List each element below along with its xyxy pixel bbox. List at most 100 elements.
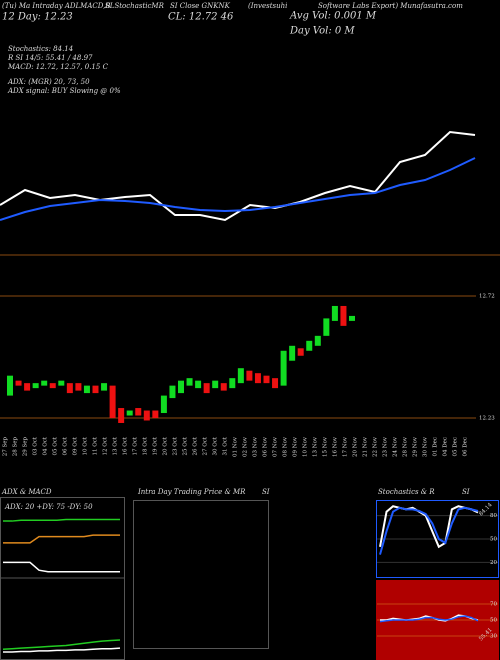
candle <box>229 378 236 389</box>
stoch-line <box>379 506 479 555</box>
candle <box>58 380 65 386</box>
candle <box>160 395 167 414</box>
date-label: 29 Nov <box>413 436 419 457</box>
panel-title: SI <box>262 488 270 496</box>
date-label: 16 Nov <box>333 436 339 457</box>
candle <box>237 368 244 384</box>
date-label: 20 Nov <box>353 436 359 457</box>
candle <box>280 350 287 386</box>
date-label: 17 Oct <box>133 436 139 455</box>
panel-title: Stochastics & R <box>378 488 435 496</box>
candle <box>306 340 313 351</box>
header-text: SLStochasticMR <box>105 2 165 10</box>
stoch-line <box>379 505 479 549</box>
candle <box>169 385 176 399</box>
date-label: 29 Sep <box>23 437 29 457</box>
date-label: 06 Dec <box>463 437 469 457</box>
date-label: 06 Nov <box>263 436 269 457</box>
candle <box>272 378 279 389</box>
y-tick-label: 50 <box>490 618 497 624</box>
date-label: 28 Nov <box>403 436 409 457</box>
rsi-line <box>380 614 479 622</box>
date-label: 28 Sep <box>13 437 19 457</box>
adx-stat: ADX: (MGR) 20, 73, 50 <box>7 78 90 86</box>
date-label: 19 Oct <box>153 436 159 455</box>
header-text: (Investsuhi <box>248 2 287 10</box>
date-label: 12 Oct <box>103 436 109 455</box>
candle <box>195 380 202 389</box>
panel-title: ADX & MACD <box>1 488 52 496</box>
date-label: 05 Oct <box>53 436 59 455</box>
candle <box>340 305 347 326</box>
candle <box>109 385 116 418</box>
candle <box>263 375 270 384</box>
day-vol: Day Vol: 0 M <box>289 26 355 37</box>
candle <box>118 408 125 423</box>
candle <box>289 345 296 361</box>
date-label: 11 Oct <box>93 436 99 455</box>
rsi-line <box>379 615 479 623</box>
adx-label: ADX: 20 +DY: 75 -DY: 50 <box>4 503 93 511</box>
header-text: SI Close GNKNK <box>170 2 231 10</box>
date-label: 07 Nov <box>273 436 279 457</box>
level-label: 12.23 <box>479 416 495 422</box>
date-label: 13 Oct <box>113 436 119 455</box>
stat: Stochastics: 84.14 <box>8 45 73 53</box>
candle <box>331 305 338 321</box>
candle <box>152 410 159 418</box>
day-range: 12 Day: 12.23 <box>2 12 73 23</box>
candle <box>349 315 355 321</box>
candle <box>49 383 56 389</box>
date-label: 01 Dec <box>433 437 439 457</box>
date-label: 09 Nov <box>293 436 299 457</box>
date-label: 02 Nov <box>243 436 249 457</box>
date-label: 25 Oct <box>183 436 189 455</box>
candle <box>75 383 82 391</box>
date-label: 18 Oct <box>143 436 149 455</box>
candle <box>41 380 48 386</box>
date-label: 23 Oct <box>173 436 179 455</box>
candle <box>83 385 90 394</box>
adx-line <box>3 518 120 522</box>
y-tick-label: 20 <box>490 560 497 566</box>
candle <box>186 378 193 386</box>
date-label: 16 Oct <box>123 436 129 455</box>
date-label: 06 Oct <box>63 436 69 455</box>
header-text: (Tu) Ma Intraday ADLMACD,B <box>2 2 111 10</box>
candle <box>126 410 133 416</box>
stat: MACD: 12.72, 12.57, 0.15 C <box>7 63 109 71</box>
date-label: 13 Nov <box>313 436 319 457</box>
date-label: 27 Oct <box>203 436 209 455</box>
date-label: 21 Nov <box>363 436 369 457</box>
date-label: 20 Oct <box>163 436 169 455</box>
panel-title: SI <box>462 488 470 496</box>
date-label: 05 Dec <box>453 437 459 457</box>
y-tick-label: 70 <box>490 602 497 608</box>
y-tick-label: 30 <box>490 634 497 640</box>
candle <box>314 335 321 346</box>
y-tick-label: 80 <box>490 513 497 519</box>
date-label: 17 Nov <box>343 436 349 457</box>
stoch-frame <box>376 500 499 578</box>
candle <box>15 380 22 386</box>
stat: R SI 14/5: 55.41 / 48.97 <box>7 54 93 62</box>
header-text: Software Labs Export) Munafasutra.com <box>318 2 463 10</box>
date-label: 03 Oct <box>33 436 39 455</box>
price-line <box>0 130 476 222</box>
date-label: 30 Nov <box>423 436 429 457</box>
intraday-frame <box>133 500 269 649</box>
candle <box>220 383 227 391</box>
date-label: 26 Oct <box>193 436 199 455</box>
date-label: 24 Nov <box>393 436 399 457</box>
date-label: 04 Dec <box>443 437 449 457</box>
candle <box>135 408 142 416</box>
macd-line <box>3 647 121 653</box>
macd-line <box>2 639 121 651</box>
candle <box>101 383 108 391</box>
adx-line <box>3 561 120 573</box>
candle <box>178 380 184 394</box>
candle <box>92 385 99 394</box>
